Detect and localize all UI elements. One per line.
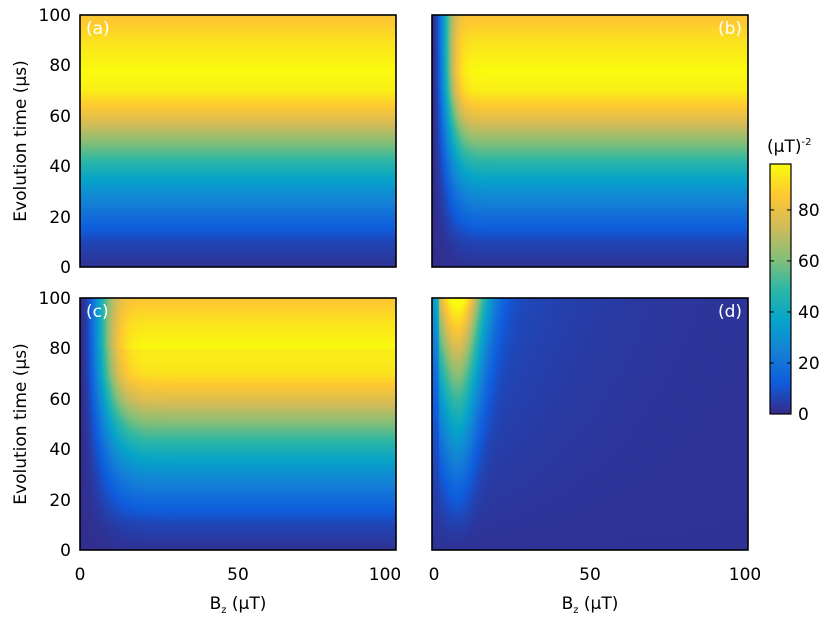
panel-label-c: (c) xyxy=(86,302,109,322)
y-ticks-top: 100 80 60 40 20 0 xyxy=(39,6,71,278)
heatmap-image-d xyxy=(432,298,748,550)
colorbar-tick-label: 0 xyxy=(798,405,809,425)
panel-b: (b) xyxy=(431,14,749,268)
colorbar-tick-label: 60 xyxy=(798,252,820,272)
x-axis-title-right: Bz (μT) xyxy=(562,594,619,616)
y-tick-label: 20 xyxy=(49,208,71,228)
x-tick-label: 100 xyxy=(369,565,401,585)
heatmap-image-b xyxy=(432,15,748,267)
y-tick-label: 60 xyxy=(49,107,71,127)
colorbar-bar xyxy=(769,163,792,415)
x-axis-title-sub: z xyxy=(221,605,226,616)
colorbar: (μT)-2 0 20 40 60 80 xyxy=(767,137,820,425)
y-tick-label: 0 xyxy=(60,541,71,561)
x-tick-label: 50 xyxy=(579,565,601,585)
y-tick-label: 80 xyxy=(49,339,71,359)
panel-label-b: (b) xyxy=(718,19,742,39)
panel-a: (a) xyxy=(79,14,397,268)
y-ticks-bottom: 100 80 60 40 20 0 xyxy=(39,289,71,561)
panel-frame-a xyxy=(79,14,397,268)
x-ticks-right: 0 50 100 xyxy=(429,565,762,585)
x-tick-label: 50 xyxy=(227,565,249,585)
heatmap-image-c xyxy=(80,298,396,550)
x-axis-title-unit: (μT) xyxy=(579,594,619,614)
x-axis-title-main: B xyxy=(210,594,222,614)
x-axis-title-main: B xyxy=(562,594,574,614)
panel-label-d: (d) xyxy=(718,302,742,322)
panel-d: (d) xyxy=(431,297,749,551)
panel-frame-d xyxy=(431,297,749,551)
x-tick-label: 0 xyxy=(429,565,440,585)
x-axis-title-left: Bz (μT) xyxy=(210,594,267,616)
colorbar-title: (μT)-2 xyxy=(767,137,811,157)
colorbar-title-main: (μT) xyxy=(767,137,801,157)
y-tick-label: 40 xyxy=(49,440,71,460)
colorbar-tick-label: 40 xyxy=(798,303,820,323)
panel-frame-c xyxy=(79,297,397,551)
panel-frame-b xyxy=(431,14,749,268)
x-axis-title-sub: z xyxy=(573,605,578,616)
y-tick-label: 0 xyxy=(60,258,71,278)
x-tick-label: 100 xyxy=(729,565,761,585)
colorbar-ticks: 0 20 40 60 80 xyxy=(770,201,820,425)
colorbar-title-sup: -2 xyxy=(801,137,811,148)
x-axis-title-unit: (μT) xyxy=(227,594,267,614)
panel-c: (c) xyxy=(79,297,397,551)
y-tick-label: 20 xyxy=(49,491,71,511)
y-tick-label: 100 xyxy=(39,6,71,26)
heatmap-image-a xyxy=(80,15,396,267)
x-ticks-left: 0 50 100 xyxy=(75,565,402,585)
panel-label-a: (a) xyxy=(86,19,110,39)
colorbar-tick-label: 20 xyxy=(798,354,820,374)
y-tick-label: 100 xyxy=(39,289,71,309)
colorbar-tick-label: 80 xyxy=(798,201,820,221)
y-tick-label: 40 xyxy=(49,157,71,177)
y-axis-title-top: Evolution time (μs) xyxy=(11,60,31,221)
y-tick-label: 80 xyxy=(49,56,71,76)
x-tick-label: 0 xyxy=(75,565,86,585)
y-axis-title-bottom: Evolution time (μs) xyxy=(11,343,31,504)
y-tick-label: 60 xyxy=(49,390,71,410)
